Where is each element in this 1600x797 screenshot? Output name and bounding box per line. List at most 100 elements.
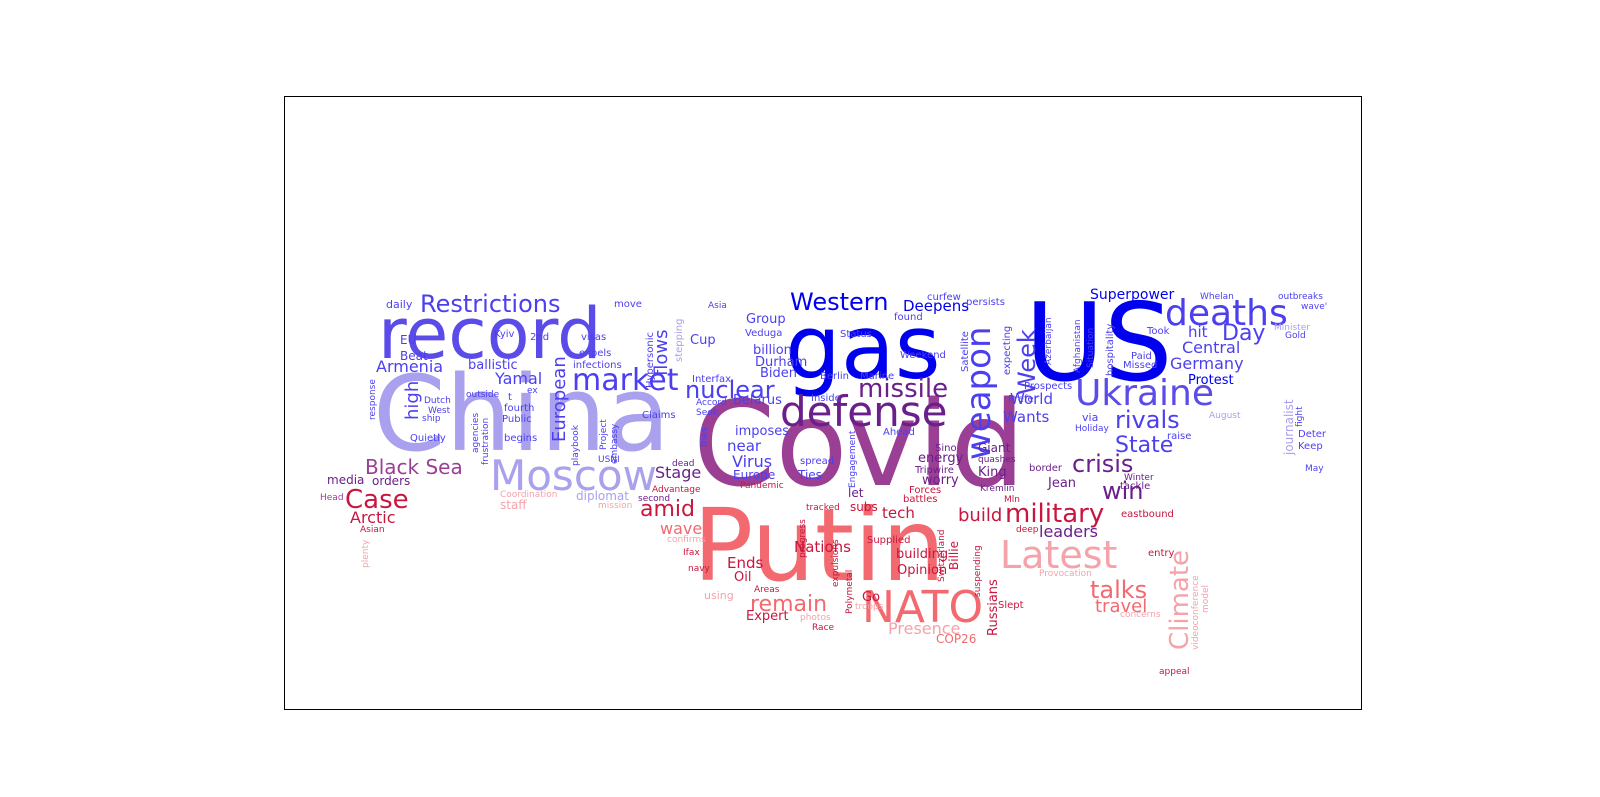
cloud-word-flows: flows [651, 330, 672, 376]
cloud-word-mission: mission [598, 501, 632, 511]
cloud-word-photos: photos [800, 613, 831, 623]
cloud-word-win: win [1102, 477, 1144, 505]
cloud-word-week: Week [1013, 329, 1041, 395]
cloud-word-whelan: Whelan [1200, 292, 1234, 302]
cloud-word-military: military [1005, 499, 1104, 529]
cloud-word-suspending: suspending [973, 545, 983, 597]
cloud-word-cup: Cup [690, 333, 716, 348]
cloud-word-frustration: frustration [481, 418, 491, 465]
cloud-word-durham: Durham [755, 355, 807, 370]
cloud-word-asia: Asia [708, 301, 727, 311]
cloud-word-polymetal: Polymetal [845, 570, 855, 614]
cloud-word-supplied: Supplied [867, 535, 910, 546]
cloud-word-record: record [378, 293, 602, 375]
cloud-word-let: let [848, 486, 864, 500]
cloud-word-rivals: rivals [1115, 406, 1180, 434]
cloud-word-found: found [894, 312, 923, 323]
cloud-word-case: Case [345, 485, 409, 515]
cloud-word-afghanistan: Afghanistan [1073, 319, 1083, 373]
cloud-word-missile: missile [858, 374, 948, 404]
cloud-word-via: via [1082, 411, 1098, 424]
cloud-word-fight: fight [1295, 406, 1305, 427]
cloud-word-expulsions: expulsions [831, 539, 841, 587]
cloud-word-prefer: Prefer [1008, 394, 1039, 405]
cloud-word-raise: raise [1167, 431, 1191, 442]
cloud-word-gas: gas [785, 296, 941, 399]
cloud-word-status: Status [840, 329, 872, 340]
cloud-word-go: Go [862, 590, 880, 605]
cloud-word-ship: ship [422, 414, 441, 424]
cloud-word-hit: hit [1188, 323, 1208, 341]
cloud-word-climate: Climate [1165, 550, 1195, 650]
cloud-word-nato: NATO [862, 582, 983, 633]
cloud-word-giant: Giant [978, 441, 1011, 455]
cloud-word-dead: dead [672, 459, 694, 469]
cloud-word-ifax: Ifax [683, 548, 700, 558]
cloud-word-leaders: leaders [1039, 522, 1098, 541]
cloud-word-coordination: Coordination [500, 490, 558, 500]
cloud-word-building: building [896, 547, 948, 562]
plot-frame [284, 96, 1362, 710]
cloud-word-embassy: embassy [610, 423, 620, 464]
cloud-word-worry: worry [922, 473, 959, 488]
cloud-word-provocation: Provocation [1039, 569, 1092, 579]
cloud-word-satellite: Satellite [960, 331, 971, 372]
cloud-word-diplomat: diplomat [576, 489, 629, 503]
cloud-word-imposes: imposes [735, 424, 789, 439]
cloud-word-persists: persists [966, 297, 1005, 308]
cloud-word-nations: Nations [794, 538, 851, 556]
cloud-word-seek: Seek [696, 408, 719, 418]
cloud-word-t: t [508, 392, 512, 403]
cloud-word-ends: Ends [727, 554, 764, 572]
cloud-word-expert: Expert [746, 609, 789, 624]
cloud-word-yamal: Yamal [494, 369, 542, 388]
cloud-word-biden: Biden [760, 366, 797, 381]
cloud-word-entry: entry [1148, 548, 1175, 559]
cloud-word-holiday: Holiday [1075, 424, 1110, 434]
cloud-word-tripwire: Tripwire [914, 465, 954, 476]
cloud-word-advantage: Advantage [652, 485, 701, 495]
cloud-word-2nd: 2nd [530, 332, 549, 343]
cloud-word-deep: deep [1016, 525, 1039, 535]
cloud-word-hypersonic: Hypersonic [645, 332, 656, 388]
cloud-word-germany: Germany [1170, 354, 1244, 373]
cloud-word-belarus: Belarus [733, 393, 782, 408]
cloud-word-confirms: confirms [667, 535, 706, 545]
cloud-word-gold: Gold [1285, 331, 1306, 341]
cloud-word-forces: Forces [909, 485, 941, 496]
cloud-word-playbook: playbook [571, 424, 581, 466]
cloud-word-weekend: Weekend [900, 350, 946, 361]
cloud-word-presence: Presence [888, 619, 960, 638]
cloud-word-prospects: Prospects [1024, 381, 1072, 392]
cloud-word-deepens: Deepens [903, 297, 969, 315]
cloud-word-billion: billion [753, 343, 792, 358]
cloud-word-west: West [428, 406, 451, 416]
cloud-word-oil: Oil [734, 570, 751, 585]
cloud-word-european: European [549, 356, 570, 442]
cloud-word-staff: staff [500, 498, 527, 512]
cloud-word-curfew: curfew [927, 292, 961, 303]
cloud-word-paid: Paid [1131, 351, 1152, 362]
cloud-word-race: Race [812, 623, 835, 633]
cloud-word-amid: amid [640, 497, 695, 522]
cloud-word-latest: Latest [1000, 533, 1117, 577]
cloud-word-wants: Wants [1003, 408, 1049, 426]
cloud-word-areas: Areas [754, 585, 780, 595]
cloud-word-central: Central [1182, 338, 1240, 357]
cloud-word-jean: Jean [1047, 476, 1076, 491]
cloud-word-missed: Missed [1123, 360, 1157, 371]
cloud-word-videoconference: videoconference [1191, 575, 1201, 650]
cloud-word-model: model [1201, 585, 1211, 613]
cloud-word-talks: talks [1090, 576, 1147, 604]
cloud-word-august: August [1209, 411, 1241, 421]
cloud-word-stepping: stepping [674, 319, 685, 362]
cloud-word-keep: Keep [1298, 441, 1323, 452]
cloud-word-switzerland: Switzerland [937, 530, 947, 583]
cloud-word-progress: progress [798, 519, 808, 558]
cloud-word-world: World [1010, 390, 1053, 408]
cloud-word-near: near [727, 437, 762, 455]
cloud-word-ukraine: Ukraine [1075, 373, 1214, 414]
cloud-word-china: China [373, 353, 670, 475]
cloud-word-build: build [958, 505, 1002, 526]
